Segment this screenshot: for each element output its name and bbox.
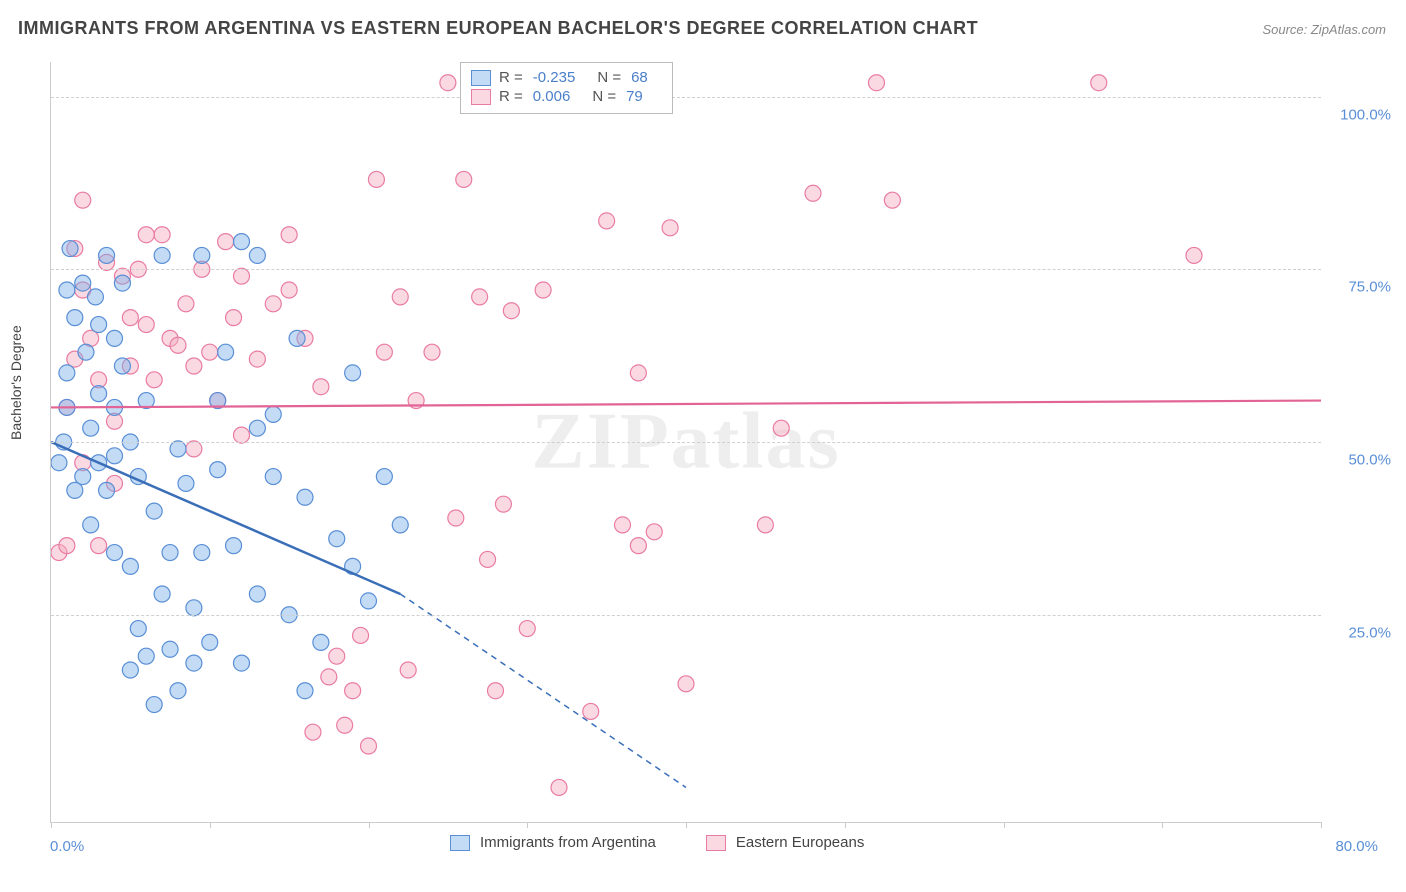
chart-title: IMMIGRANTS FROM ARGENTINA VS EASTERN EUR… [18,18,978,39]
gridline [51,615,1321,616]
correlation-legend: R = -0.235 N = 68 R = 0.006 N = 79 [460,62,673,114]
swatch-argentina [471,70,491,86]
swatch-eastern-european [471,89,491,105]
x-tick [686,822,687,828]
x-tick [845,822,846,828]
r-value-eastern-european: 0.006 [533,88,571,105]
gridline [51,442,1321,443]
x-tick [210,822,211,828]
swatch-eastern-european-bottom [706,835,726,851]
n-value-argentina: 68 [631,69,648,86]
series-label-eastern-european: Eastern Europeans [736,834,864,851]
x-tick [369,822,370,828]
r-value-argentina: -0.235 [533,69,576,86]
legend-row-eastern-european: R = 0.006 N = 79 [471,88,662,105]
x-tick [51,822,52,828]
series-label-argentina: Immigrants from Argentina [480,834,656,851]
y-tick-label: 75.0% [1331,279,1391,296]
y-tick-label: 25.0% [1331,624,1391,641]
r-label: R = [499,88,523,105]
y-tick-label: 100.0% [1331,106,1391,123]
x-tick [527,822,528,828]
x-tick [1004,822,1005,828]
n-label: N = [592,88,616,105]
gridline [51,269,1321,270]
r-label: R = [499,69,523,86]
n-value-eastern-european: 79 [626,88,643,105]
x-tick [1321,822,1322,828]
source-attribution: Source: ZipAtlas.com [1262,22,1386,37]
x-tick [1162,822,1163,828]
series-legend: Immigrants from Argentina Eastern Europe… [450,834,864,851]
gridline [51,97,1321,98]
x-axis-max-label: 80.0% [1335,838,1378,855]
swatch-argentina-bottom [450,835,470,851]
n-label: N = [597,69,621,86]
y-tick-label: 50.0% [1331,452,1391,469]
y-axis-title: Bachelor's Degree [8,325,24,440]
legend-row-argentina: R = -0.235 N = 68 [471,69,662,86]
plot-area: ZIPatlas 25.0%50.0%75.0%100.0% [50,62,1321,823]
chart-container: IMMIGRANTS FROM ARGENTINA VS EASTERN EUR… [0,0,1406,892]
x-axis-min-label: 0.0% [50,838,84,855]
